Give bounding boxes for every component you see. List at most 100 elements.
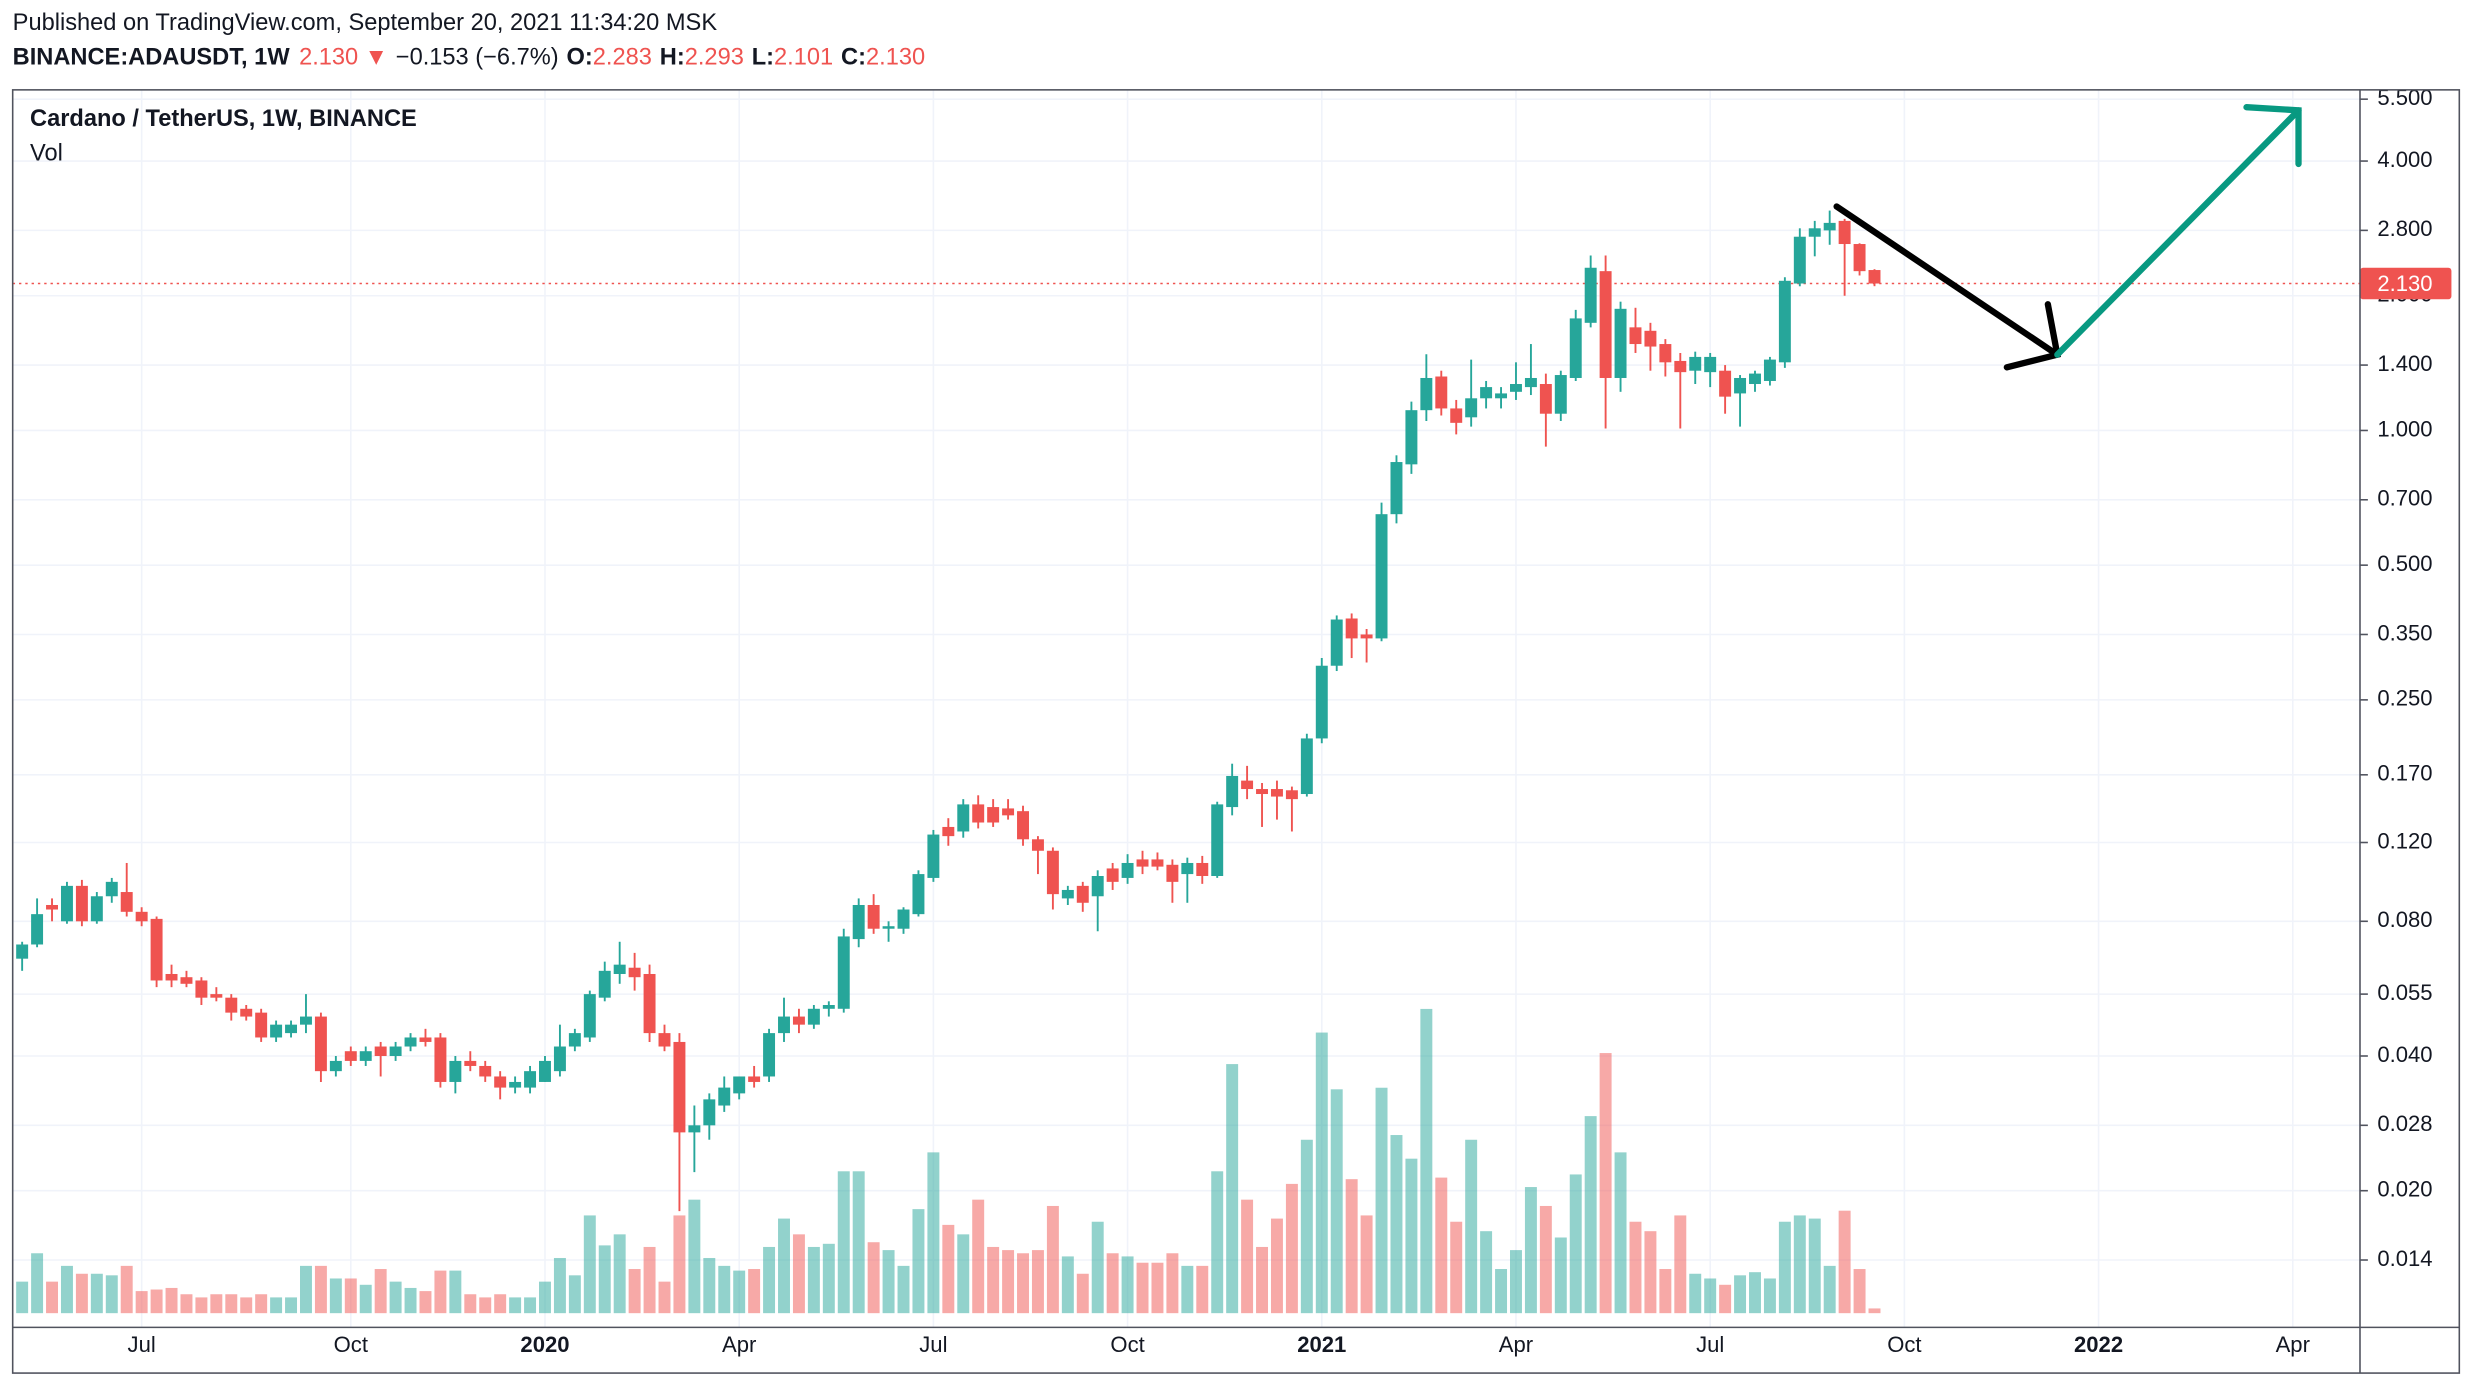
candle-body	[1076, 885, 1089, 903]
volume-bar	[195, 1297, 208, 1314]
volume-bar	[703, 1257, 716, 1314]
low-value: 2.101	[774, 45, 833, 71]
volume-bar	[1734, 1275, 1747, 1314]
candle-body	[404, 1037, 417, 1047]
volume-bar	[1838, 1210, 1851, 1314]
candle-body	[255, 1012, 268, 1038]
candle-body	[598, 970, 611, 998]
volume-bar	[807, 1246, 820, 1314]
volume-bar	[1435, 1177, 1448, 1314]
candle-body	[1599, 271, 1612, 378]
volume-bar	[897, 1265, 910, 1314]
candle-body	[852, 904, 865, 940]
open-value: 2.283	[593, 45, 652, 71]
volume-bar	[1659, 1269, 1672, 1314]
volume-bar	[927, 1152, 940, 1314]
axis-layer: 5.5004.0002.8002.0001.4001.0000.7000.500…	[128, 85, 2452, 1357]
candle-body	[1300, 738, 1313, 795]
volume-bar	[1106, 1253, 1119, 1314]
volume-bar	[1868, 1308, 1881, 1314]
candle-body	[1166, 864, 1179, 882]
x-tick-label: Oct	[334, 1332, 368, 1357]
candle-body	[1763, 359, 1776, 381]
volume-bar	[314, 1265, 327, 1314]
grid	[12, 89, 2360, 1328]
volume-bar	[1017, 1253, 1029, 1314]
volume-bar	[46, 1281, 58, 1314]
volume-bar	[1480, 1231, 1493, 1314]
x-tick-label: Apr	[722, 1332, 756, 1357]
candle-body	[1510, 384, 1522, 392]
candle-body	[344, 1051, 357, 1061]
candle-body	[1569, 318, 1582, 378]
volume-bar	[1465, 1139, 1478, 1314]
candle-body	[539, 1060, 551, 1082]
candle-body	[778, 1016, 790, 1034]
candle-body	[568, 1033, 581, 1047]
candle-body	[1674, 360, 1687, 373]
volume-bar	[1285, 1183, 1298, 1314]
y-tick-label: 0.170	[2377, 761, 2432, 786]
chart-title: Cardano / TetherUS, 1W, BINANCE	[30, 106, 417, 132]
candle-body	[1450, 408, 1463, 423]
volume-bar	[1823, 1265, 1836, 1314]
last-price-box	[2359, 267, 2452, 300]
volume-bar	[1674, 1215, 1687, 1314]
volume-bar	[1749, 1272, 1761, 1314]
volume-bar	[1450, 1221, 1463, 1314]
volume-bar	[1330, 1089, 1343, 1314]
candle-body	[1315, 665, 1328, 739]
volume-bar	[1002, 1250, 1015, 1314]
y-tick-label: 1.000	[2377, 416, 2432, 441]
volume-bar	[524, 1297, 537, 1314]
candle-body	[165, 973, 178, 981]
y-tick-label: 0.500	[2377, 551, 2432, 576]
candle-body	[1196, 862, 1209, 876]
volume-bar	[942, 1224, 955, 1314]
last-price-label: 2.130	[2377, 271, 2432, 296]
change-arrow: ▼	[365, 45, 388, 71]
x-tick-label: Apr	[2276, 1332, 2310, 1357]
y-tick-label: 2.800	[2377, 216, 2432, 241]
candle-body	[1390, 462, 1403, 515]
volume-bar	[867, 1242, 880, 1314]
candle-body	[16, 944, 29, 959]
candle-body	[807, 1008, 820, 1025]
candle-body	[1031, 839, 1044, 851]
candle-body	[1136, 859, 1149, 867]
candle-body	[628, 967, 641, 978]
arrow-head	[2243, 104, 2302, 168]
volume-bar	[374, 1269, 387, 1314]
x-tick-label: Jul	[128, 1332, 156, 1357]
volume-bar	[210, 1294, 223, 1314]
volume-bar	[1778, 1221, 1791, 1314]
candle-body	[120, 892, 133, 912]
candle-body	[299, 1016, 312, 1025]
volume-bar	[1121, 1256, 1134, 1314]
volume-bar	[553, 1257, 566, 1314]
candle-body	[1853, 244, 1866, 272]
candle-body	[553, 1046, 566, 1072]
y-tick-label: 0.040	[2377, 1042, 2432, 1067]
volume-bar	[1061, 1256, 1074, 1314]
volume-bar	[852, 1171, 865, 1314]
candle-body	[150, 918, 163, 981]
y-tick-label: 0.020	[2377, 1177, 2432, 1202]
candle-body	[1659, 344, 1672, 363]
candle-body	[837, 936, 850, 1009]
candle-body	[1465, 398, 1478, 418]
candle-body	[434, 1037, 447, 1082]
volume-bar	[1569, 1174, 1582, 1314]
volume-bar	[240, 1297, 253, 1314]
candle-body	[1017, 811, 1029, 840]
volume-bar	[255, 1294, 268, 1314]
volume-bar	[1719, 1284, 1732, 1314]
candle-body	[60, 885, 73, 922]
volume-bar	[1554, 1237, 1567, 1314]
volume-bar	[150, 1289, 163, 1314]
volume-bar	[628, 1269, 641, 1314]
candle-body	[509, 1081, 522, 1088]
volume-bar	[957, 1234, 970, 1314]
candle-body	[1868, 270, 1881, 284]
candle-body	[359, 1051, 372, 1061]
